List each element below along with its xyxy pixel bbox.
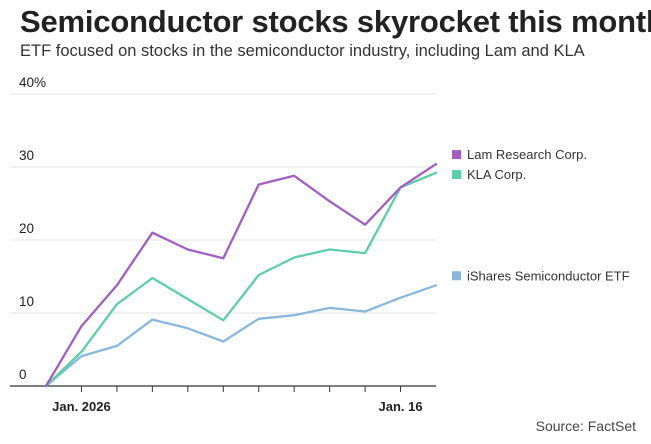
chart-title: Semiconductor stocks skyrocket this mont… <box>20 4 651 39</box>
x-tick-label: Jan. 2026 <box>52 399 111 414</box>
gridlines <box>10 93 436 314</box>
y-tick-label: 30 <box>19 148 34 163</box>
series-line-kla-corp <box>44 171 438 388</box>
series-line-ishares-semiconductor-etf <box>44 284 438 388</box>
chart-subtitle: ETF focused on stocks in the semiconduct… <box>20 42 585 60</box>
y-tick-label: 40% <box>19 75 46 90</box>
legend-swatch-ishares-semiconductor-etf <box>452 271 461 281</box>
series-lines <box>44 162 438 388</box>
x-tick-label: Jan. 16 <box>378 399 422 414</box>
legend-label-kla-corp: KLA Corp. <box>467 167 526 182</box>
legend-label-lam-research-corp: Lam Research Corp. <box>467 147 587 162</box>
series-line-lam-research-corp <box>44 162 438 388</box>
legend-swatch-kla-corp <box>452 170 461 180</box>
y-tick-label: 0 <box>19 367 27 382</box>
legend-swatch-lam-research-corp <box>452 150 461 160</box>
legend-label-ishares-semiconductor-etf: iShares Semiconductor ETF <box>467 268 630 283</box>
source-note: Source: FactSet <box>535 418 636 434</box>
legend: Lam Research Corp. KLA Corp. iShares Semic… <box>452 147 630 283</box>
y-tick-label: 10 <box>19 294 34 309</box>
axes: 0 10 20 30 40% Jan. 2026 Jan. 16 <box>10 75 436 414</box>
y-tick-label: 20 <box>19 221 34 236</box>
